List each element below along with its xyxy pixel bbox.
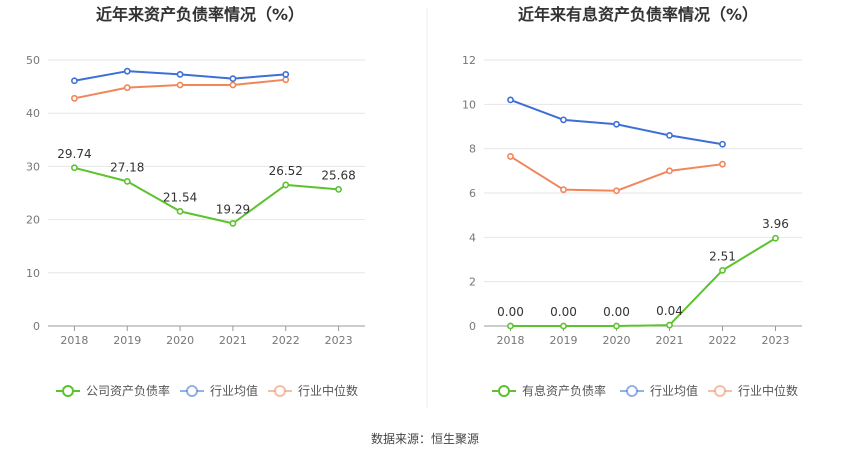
y-tick-label: 12	[462, 54, 476, 67]
data-point-avg	[282, 70, 290, 78]
y-tick-label: 10	[462, 98, 476, 111]
legend-label-median: 行业中位数	[738, 383, 798, 398]
data-point-company	[560, 322, 567, 330]
y-tick-label: 0	[469, 320, 476, 333]
data-point-company	[282, 181, 290, 189]
data-point-median	[229, 81, 237, 89]
x-tick-label: 2023	[325, 334, 353, 347]
y-tick-label: 40	[26, 107, 40, 120]
x-tick-label: 2022	[709, 334, 737, 347]
data-point-median	[123, 84, 131, 92]
data-label: 0.04	[656, 304, 683, 318]
data-label: 25.68	[321, 168, 355, 182]
legend-marker-company	[62, 385, 74, 397]
data-point-avg	[560, 116, 567, 124]
data-point-avg	[176, 70, 184, 78]
legend-label-avg: 行业均值	[650, 383, 698, 398]
legend-marker-median	[274, 385, 286, 397]
legend-label-avg: 行业均值	[210, 383, 258, 398]
series-line-company	[510, 237, 777, 327]
x-tick-label: 2021	[656, 334, 684, 347]
series-line-company	[74, 166, 339, 225]
data-point-avg	[229, 75, 237, 83]
y-tick-label: 30	[26, 160, 40, 173]
data-point-median	[719, 160, 726, 168]
data-label: 19.29	[216, 202, 250, 216]
data-point-company	[71, 164, 78, 172]
data-point-company	[719, 266, 726, 274]
data-point-median	[560, 186, 567, 194]
data-point-company	[123, 178, 131, 185]
data-point-avg	[123, 67, 131, 75]
y-tick-label: 10	[26, 267, 40, 280]
data-label: 29.74	[57, 147, 91, 161]
data-point-company	[229, 219, 237, 227]
data-point-company	[772, 234, 779, 242]
x-tick-label: 2022	[272, 334, 300, 347]
data-point-company	[613, 322, 620, 330]
legend-label-company: 公司资产负债率	[86, 383, 170, 398]
data-label: 2.51	[709, 249, 736, 263]
y-tick-label: 4	[469, 231, 476, 244]
data-point-avg	[507, 96, 514, 104]
data-point-avg	[71, 77, 78, 85]
data-point-company	[176, 208, 184, 215]
x-tick-label: 2020	[166, 334, 194, 347]
chart-interest-bearing-liability-ratio: 近年来有息资产负债率情况（%） 0 2 4 6 8 10 12 2018 2019 2020 2021…	[462, 5, 802, 398]
data-point-avg	[666, 131, 673, 139]
data-point-median	[507, 153, 514, 160]
legend-label-median: 行业中位数	[298, 383, 358, 398]
y-tick-label: 50	[26, 54, 40, 67]
legend-marker-median	[714, 385, 726, 397]
legend-label-company: 有息资产负债率	[522, 383, 606, 398]
y-tick-label: 0	[33, 320, 40, 333]
legend-marker-company	[498, 385, 510, 397]
data-point-company	[335, 185, 342, 193]
data-point-median	[176, 81, 184, 89]
y-tick-label: 20	[26, 214, 40, 227]
y-tick-label: 2	[469, 276, 476, 289]
x-tick-label: 2020	[603, 334, 631, 347]
chart-asset-liability-ratio: 近年来资产负债率情况（%） 0 10 20 30 40 50 2018 2019 2020 2021…	[26, 5, 365, 398]
x-tick-label: 2019	[113, 334, 141, 347]
data-point-avg	[613, 120, 620, 128]
data-point-median	[71, 94, 78, 102]
data-point-company	[666, 321, 673, 329]
data-point-median	[282, 76, 290, 84]
data-label: 21.54	[163, 190, 197, 204]
series-line-median	[509, 155, 723, 192]
data-point-median	[613, 187, 620, 195]
data-label: 26.52	[269, 164, 303, 178]
data-label: 0.00	[550, 305, 577, 319]
y-tick-label: 8	[469, 143, 476, 156]
data-label: 3.96	[762, 217, 789, 231]
data-label: 0.00	[603, 305, 630, 319]
data-label: 27.18	[110, 160, 144, 174]
x-tick-label: 2018	[497, 334, 525, 347]
x-tick-label: 2018	[60, 334, 88, 347]
data-point-company	[507, 322, 514, 330]
source-note: 数据来源：恒生聚源	[371, 431, 479, 446]
x-tick-label: 2021	[219, 334, 247, 347]
data-point-median	[666, 167, 673, 175]
legend-marker-avg	[626, 385, 638, 397]
data-label: 0.00	[497, 305, 524, 319]
chart-title: 近年来有息资产负债率情况（%）	[518, 5, 758, 24]
x-tick-label: 2023	[762, 334, 790, 347]
chart-title: 近年来资产负债率情况（%）	[96, 5, 304, 24]
data-point-avg	[719, 140, 726, 148]
x-tick-label: 2019	[550, 334, 578, 347]
y-tick-label: 6	[469, 187, 476, 200]
legend-marker-avg	[186, 385, 198, 397]
